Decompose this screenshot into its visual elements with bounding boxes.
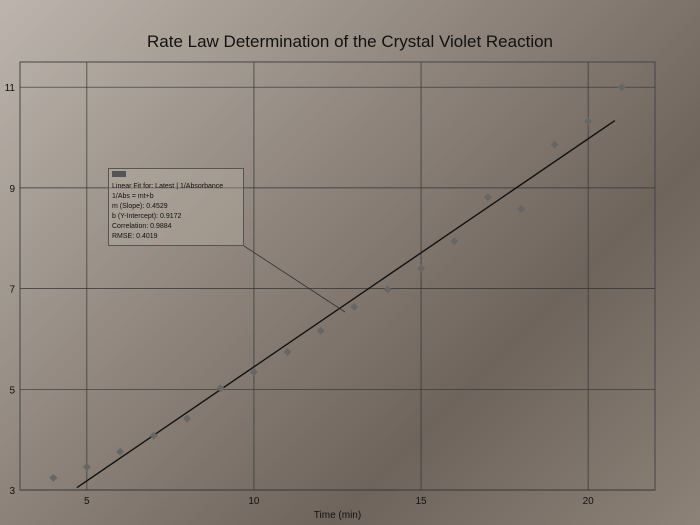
close-icon[interactable] — [112, 171, 126, 177]
x-axis-label: Time (min) — [314, 510, 361, 521]
data-point — [617, 83, 626, 92]
fit-line-4: Correlation: 0.9884 — [112, 223, 172, 230]
data-point — [383, 285, 392, 294]
data-point — [249, 368, 258, 377]
x-tick-label: 5 — [84, 496, 90, 507]
plot-frame — [19, 61, 656, 491]
y-tick-label: 9 — [9, 184, 15, 195]
fit-line-5: RMSE: 0.4019 — [112, 233, 158, 240]
data-point — [183, 414, 192, 423]
x-tick-label: 10 — [248, 496, 260, 507]
chart-title: Rate Law Determination of the Crystal Vi… — [147, 32, 553, 51]
data-point — [450, 237, 459, 246]
x-tick-label: 15 — [415, 496, 427, 507]
data-point — [49, 473, 58, 482]
fit-line-2: m (Slope): 0.4529 — [112, 203, 168, 210]
y-tick-label: 5 — [9, 385, 15, 396]
y-tick-label: 11 — [5, 83, 16, 94]
fit-line-0: Linear Fit for: Latest | 1/Absorbance — [112, 183, 224, 190]
data-point — [584, 117, 593, 126]
x-tick-label: 20 — [583, 496, 595, 507]
data-point — [517, 205, 526, 214]
data-point — [216, 384, 225, 393]
data-point — [283, 348, 292, 357]
data-point — [116, 447, 125, 456]
data-point — [350, 302, 359, 311]
y-tick-label: 7 — [9, 285, 15, 296]
data-point — [483, 192, 492, 201]
linear-fit-annotation[interactable]: Linear Fit for: Latest | 1/Absorbance 1/… — [108, 168, 244, 246]
annotation-leader-line — [243, 245, 346, 313]
data-point — [417, 264, 426, 273]
fit-line-3: b (Y-Intercept): 0.9172 — [112, 213, 182, 220]
fit-line — [76, 119, 616, 489]
data-point — [316, 326, 325, 335]
data-point — [550, 140, 559, 149]
fit-line-1: 1/Abs = mt+b — [112, 193, 154, 200]
y-tick-label: 3 — [9, 486, 15, 497]
data-point — [82, 462, 91, 471]
data-point — [149, 431, 158, 440]
